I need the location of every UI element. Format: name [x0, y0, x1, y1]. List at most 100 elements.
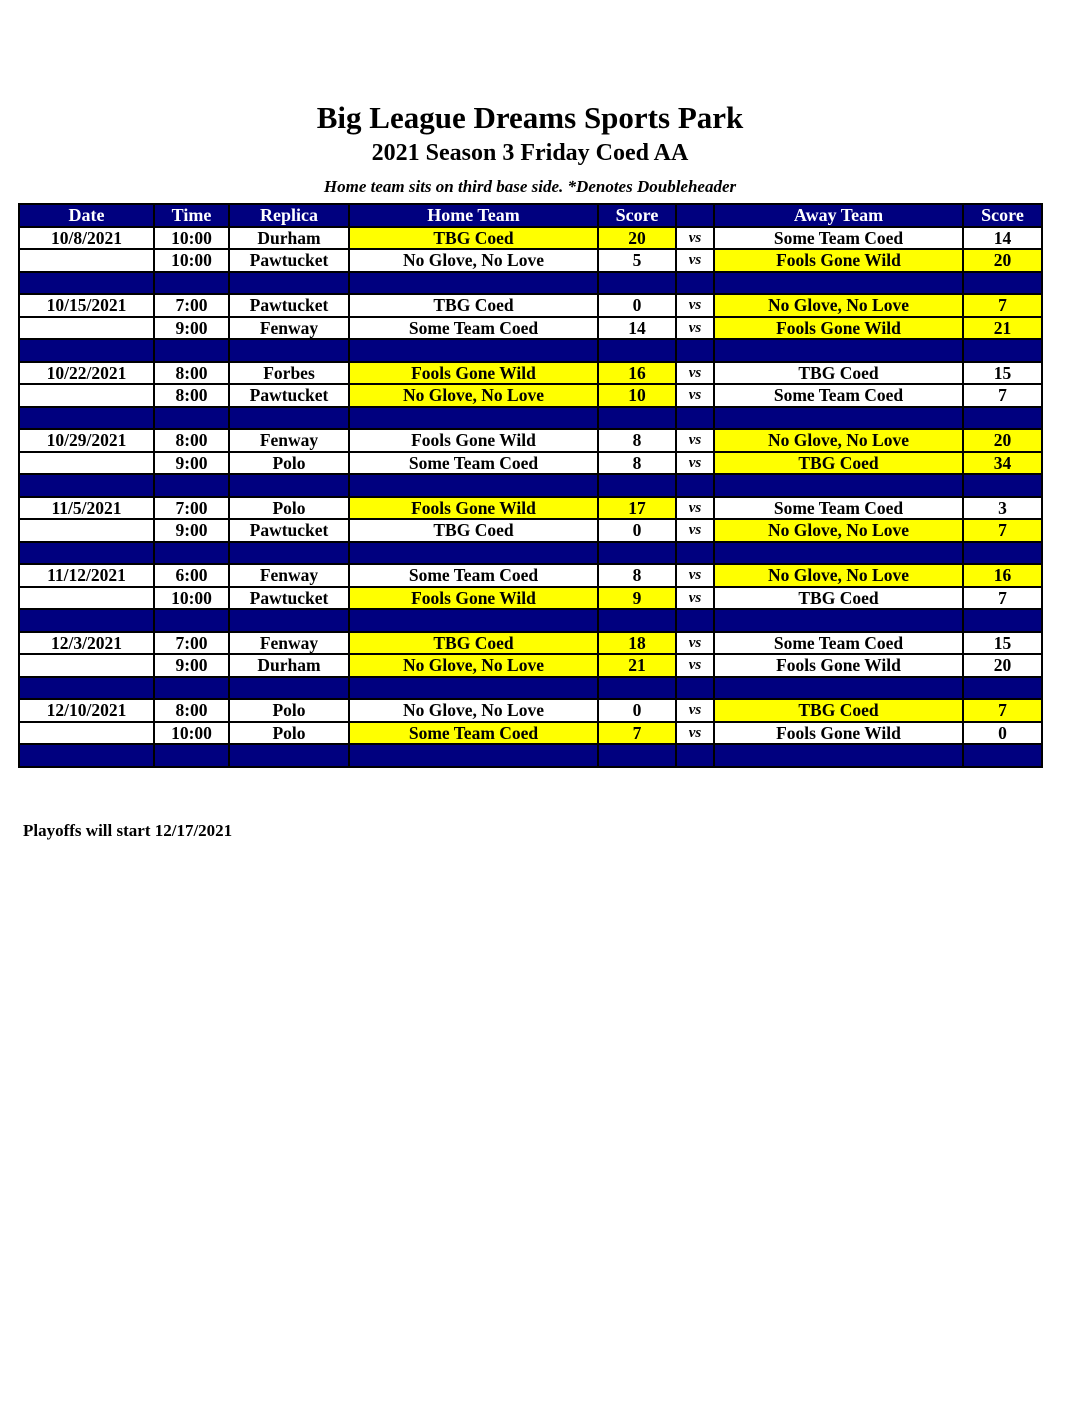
home-team-cell: Some Team Coed	[348, 563, 599, 588]
time-cell: 8:00	[153, 698, 230, 723]
separator-row	[18, 473, 1043, 498]
col-date: Date	[18, 203, 155, 228]
away-score-cell: 14	[962, 225, 1043, 250]
field-cell: Pawtucket	[228, 518, 350, 543]
time-cell: 8:00	[153, 360, 230, 385]
separator-cell	[675, 270, 715, 295]
field-cell: Forbes	[228, 360, 350, 385]
time-cell: 9:00	[153, 653, 230, 678]
home-team-cell: No Glove, No Love	[348, 248, 599, 273]
away-score-cell: 34	[962, 450, 1043, 475]
game-row: 11/12/2021 6:00 Fenway Some Team Coed 8 vs No …	[18, 563, 1043, 588]
away-team-cell: TBG Coed	[713, 698, 964, 723]
home-score-cell: 5	[597, 248, 677, 273]
time-cell: 7:00	[153, 293, 230, 318]
field-cell: Fenway	[228, 428, 350, 453]
separator-cell	[348, 675, 599, 700]
separator-row	[18, 675, 1043, 700]
date-cell	[18, 518, 155, 543]
home-team-cell: No Glove, No Love	[348, 698, 599, 723]
date-cell: 10/8/2021	[18, 225, 155, 250]
away-team-cell: No Glove, No Love	[713, 563, 964, 588]
separator-cell	[153, 338, 230, 363]
separator-cell	[962, 338, 1043, 363]
time-cell: 8:00	[153, 428, 230, 453]
separator-cell	[153, 675, 230, 700]
field-cell: Fenway	[228, 563, 350, 588]
game-row: 12/3/2021 7:00 Fenway TBG Coed 18 vs Some Team…	[18, 630, 1043, 655]
separator-cell	[228, 540, 350, 565]
time-cell: 10:00	[153, 248, 230, 273]
separator-cell	[713, 270, 964, 295]
separator-cell	[597, 540, 677, 565]
home-team-cell: Fools Gone Wild	[348, 360, 599, 385]
home-score-cell: 0	[597, 518, 677, 543]
away-team-cell: No Glove, No Love	[713, 518, 964, 543]
game-row: 10/29/2021 8:00 Fenway Fools Gone Wild 8 vs No…	[18, 428, 1043, 453]
separator-row	[18, 338, 1043, 363]
vs-cell: vs	[675, 248, 715, 273]
playoffs-note: Playoffs will start 12/17/2021	[23, 821, 233, 840]
vs-cell: vs	[675, 360, 715, 385]
separator-cell	[675, 608, 715, 633]
away-score-cell: 3	[962, 495, 1043, 520]
date-cell	[18, 450, 155, 475]
separator-cell	[18, 270, 155, 295]
separator-row	[18, 405, 1043, 430]
col-home-score: Score	[597, 203, 677, 228]
away-score-cell: 16	[962, 563, 1043, 588]
game-row: 10/8/2021 10:00 Durham TBG Coed 20 vs Some Tea…	[18, 225, 1043, 250]
home-team-cell: Some Team Coed	[348, 315, 599, 340]
away-score-cell: 15	[962, 630, 1043, 655]
home-score-cell: 16	[597, 360, 677, 385]
away-score-cell: 7	[962, 585, 1043, 610]
separator-cell	[348, 540, 599, 565]
date-cell: 10/29/2021	[18, 428, 155, 453]
away-team-cell: Fools Gone Wild	[713, 720, 964, 745]
separator-cell	[962, 540, 1043, 565]
away-team-cell: No Glove, No Love	[713, 293, 964, 318]
separator-cell	[713, 743, 964, 768]
time-cell: 10:00	[153, 585, 230, 610]
separator-cell	[713, 338, 964, 363]
home-team-cell: Fools Gone Wild	[348, 585, 599, 610]
separator-row	[18, 540, 1043, 565]
away-team-cell: TBG Coed	[713, 585, 964, 610]
date-cell: 10/22/2021	[18, 360, 155, 385]
home-score-cell: 8	[597, 428, 677, 453]
field-cell: Durham	[228, 653, 350, 678]
time-cell: 9:00	[153, 518, 230, 543]
separator-cell	[18, 608, 155, 633]
game-row: 10:00 Polo Some Team Coed 7 vs Fools Gone Wil…	[18, 720, 1043, 745]
separator-cell	[597, 338, 677, 363]
home-team-cell: No Glove, No Love	[348, 653, 599, 678]
away-score-cell: 7	[962, 293, 1043, 318]
separator-cell	[228, 405, 350, 430]
home-score-cell: 0	[597, 293, 677, 318]
schedule-note: Home team sits on third base side. *Deno…	[323, 177, 737, 196]
col-time: Time	[153, 203, 230, 228]
field-cell: Polo	[228, 698, 350, 723]
away-team-cell: TBG Coed	[713, 450, 964, 475]
date-cell	[18, 315, 155, 340]
vs-cell: vs	[675, 720, 715, 745]
separator-cell	[962, 270, 1043, 295]
away-team-cell: Some Team Coed	[713, 495, 964, 520]
away-team-cell: Some Team Coed	[713, 630, 964, 655]
home-score-cell: 21	[597, 653, 677, 678]
separator-cell	[713, 405, 964, 430]
home-score-cell: 17	[597, 495, 677, 520]
time-cell: 10:00	[153, 225, 230, 250]
date-cell: 12/3/2021	[18, 630, 155, 655]
separator-cell	[675, 405, 715, 430]
vs-cell: vs	[675, 518, 715, 543]
game-row: 8:00 Pawtucket No Glove, No Love 10 vs Some T…	[18, 383, 1043, 408]
separator-cell	[597, 608, 677, 633]
home-team-cell: Some Team Coed	[348, 450, 599, 475]
vs-cell: vs	[675, 653, 715, 678]
home-score-cell: 8	[597, 563, 677, 588]
page-title: Big League Dreams Sports Park	[316, 100, 744, 135]
vs-cell: vs	[675, 450, 715, 475]
separator-cell	[713, 675, 964, 700]
col-away-score: Score	[962, 203, 1043, 228]
